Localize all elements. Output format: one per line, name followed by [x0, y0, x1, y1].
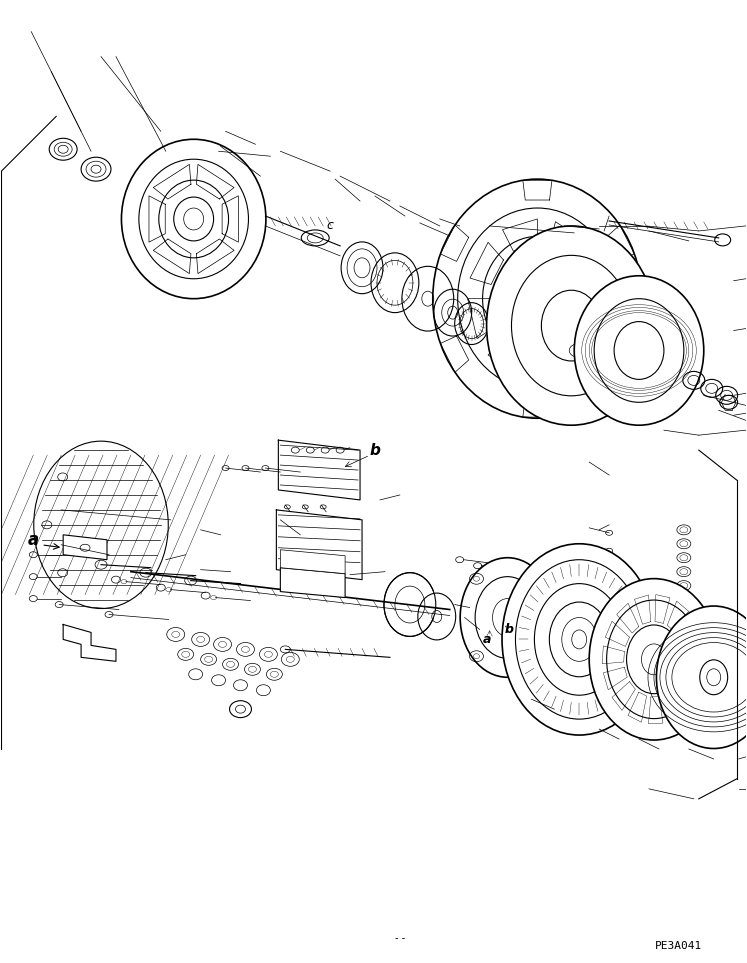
Ellipse shape [589, 579, 719, 740]
Text: a: a [483, 633, 491, 646]
Ellipse shape [486, 226, 656, 426]
Polygon shape [280, 567, 345, 598]
Ellipse shape [574, 275, 704, 426]
Text: b: b [505, 623, 514, 636]
Ellipse shape [460, 558, 555, 677]
Text: c: c [326, 220, 334, 232]
Text: PE3A041: PE3A041 [655, 941, 702, 951]
Text: - -: - - [395, 933, 405, 944]
Polygon shape [63, 534, 107, 560]
Ellipse shape [502, 544, 657, 735]
Ellipse shape [657, 606, 747, 748]
Text: b: b [370, 443, 380, 457]
Text: a: a [28, 531, 39, 549]
Polygon shape [280, 550, 345, 574]
